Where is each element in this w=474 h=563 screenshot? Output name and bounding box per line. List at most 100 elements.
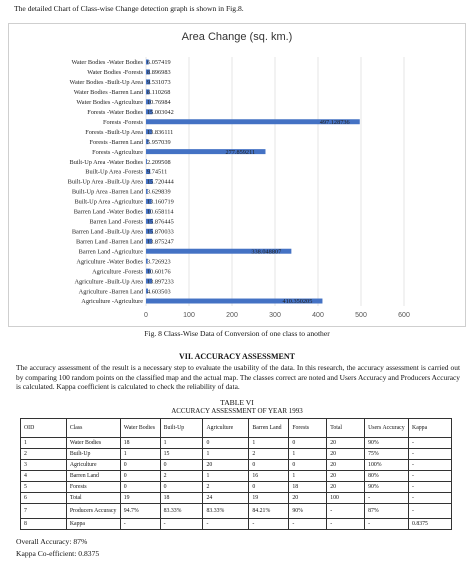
table-cell: Water Bodies [65,437,121,449]
table-cell: 7 [20,503,67,519]
x-tick-label: 0 [144,312,148,319]
category-label: Barren Land -Water Bodies [74,209,144,216]
data-label: 13.875247 [147,238,174,245]
table-header-cell: Built-Up [159,418,204,438]
table-cell: 0 [159,481,204,493]
table-cell: - [288,518,328,530]
bar [146,179,153,184]
data-label: 10.76984 [147,99,171,106]
data-label: 410.350205 [282,298,312,305]
category-label: Agriculture -Barren Land [79,288,144,295]
table-row: 1 Water Bodies 18 1 0 1 0 20 90% - [20,437,452,449]
table-cell: 0 [248,481,290,493]
data-label: 8.896983 [147,69,171,76]
category-label: Agriculture -Forests [92,268,143,275]
bar [146,119,360,125]
category-label: Water Bodies -Water Bodies [71,59,143,66]
table-cell: 18 [119,437,161,449]
table-cell: 1 [159,437,204,449]
area-change-chart: Area Change (sq. km.) 0 100 200 300 400 500 60… [8,23,466,327]
table-cell: Forests [65,481,121,493]
bar [146,278,152,284]
table-header-cell: Class [65,418,121,438]
table-cell: 1 [248,437,290,449]
data-label: 13.897233 [147,278,174,285]
table-cell: 90% [288,503,328,519]
table-cell: 2 [248,448,290,460]
category-label: Built-Up Area -Barren Land [72,189,144,196]
table-cell: - [408,459,452,471]
table-cell: 3 [20,459,67,471]
table-cell: Kappa [65,518,121,530]
table-header-cell: Water Bodies [119,418,161,438]
table-row: 4 Barren Land 0 2 1 16 1 20 80% - [20,470,452,482]
category-label: Water Bodies -Agriculture [76,99,143,106]
data-label: 15.876445 [147,219,174,226]
table-cell: 80% [364,470,410,482]
table-cell: 20 [326,481,366,493]
table-cell: 100 [326,492,366,504]
table-cell: - [364,518,410,530]
table-cell: 0 [248,459,290,471]
table-title: ACCURACY ASSESSMENT OF YEAR 1993 [171,407,303,415]
data-label: 9.74511 [147,169,167,176]
data-label: 15.870033 [147,229,174,236]
category-label: Water Bodies -Forests [87,69,143,76]
x-tick-label: 400 [312,312,324,319]
bar [146,288,148,294]
table-header-cell: Users Accuracy [364,418,410,438]
table-cell: - [326,503,366,519]
category-label: Agriculture -Water Bodies [76,258,143,265]
table-cell: 0 [119,470,161,482]
category-label: Water Bodies -Barren Land [74,89,144,96]
table-cell: 0 [119,459,161,471]
table-cell: 20 [326,459,366,471]
bar [146,99,151,105]
category-label: Agriculture -Agriculture [81,298,143,305]
category-label: Built-Up Area -Water Bodies [70,159,144,166]
data-label: 3.629839 [147,189,171,196]
data-label: 6.057419 [147,59,171,66]
table-row: 2 Built-Up 1 15 1 2 1 20 75% - [20,448,452,460]
table-cell: 0 [159,459,204,471]
bar [146,169,151,175]
table-cell: 4 [20,470,67,482]
x-tick-label: 600 [398,312,410,319]
accuracy-table: OID Class Water Bodies Built-Up Agriculture B… [20,418,452,530]
kappa-coefficient: Kappa Co-efficient: 0.8375 [16,549,100,558]
x-tick-label: 300 [269,312,281,319]
data-label: 5.957039 [147,139,171,146]
table-cell: Producers Accuracy [65,503,121,519]
table-cell: - [408,448,452,460]
table-header-cell: Kappa [408,418,452,438]
bar [146,228,153,234]
bar [146,59,149,65]
table-header-cell: Total [326,418,366,438]
category-label: Barren Land -Agriculture [79,248,144,255]
bar [146,218,153,224]
table-cell: 90% [364,481,410,493]
data-label: 338.048807 [251,248,281,255]
category-label: Barren Land -Barren Land [76,238,144,245]
table-cell: 2 [202,481,250,493]
category-label: Built-Up Area -Built-Up Area [68,179,144,186]
bar [146,238,152,244]
bar [146,79,151,85]
category-label: Water Bodies -Built-Up Area [70,79,144,86]
bar [146,198,152,204]
table-header-cell: Agriculture [202,418,250,438]
x-tick-label: 500 [355,312,367,319]
table-cell: 2 [20,448,67,460]
table-cell: 83.33% [202,503,250,519]
x-tick-label: 100 [183,312,195,319]
table-cell: 94.7% [119,503,161,519]
table-cell: - [408,470,452,482]
x-tick-label: 200 [226,312,238,319]
category-label: Built-Up Area -Forests [85,169,143,176]
table-header-cell: Forests [288,418,328,438]
category-label: Forests -Barren Land [89,139,143,146]
table-cell: 84.21% [248,503,290,519]
table-cell: 0 [288,437,328,449]
table-row: 3 Agriculture 0 0 20 0 0 20 100% - [20,459,452,471]
data-label: 10.658114 [147,209,174,216]
